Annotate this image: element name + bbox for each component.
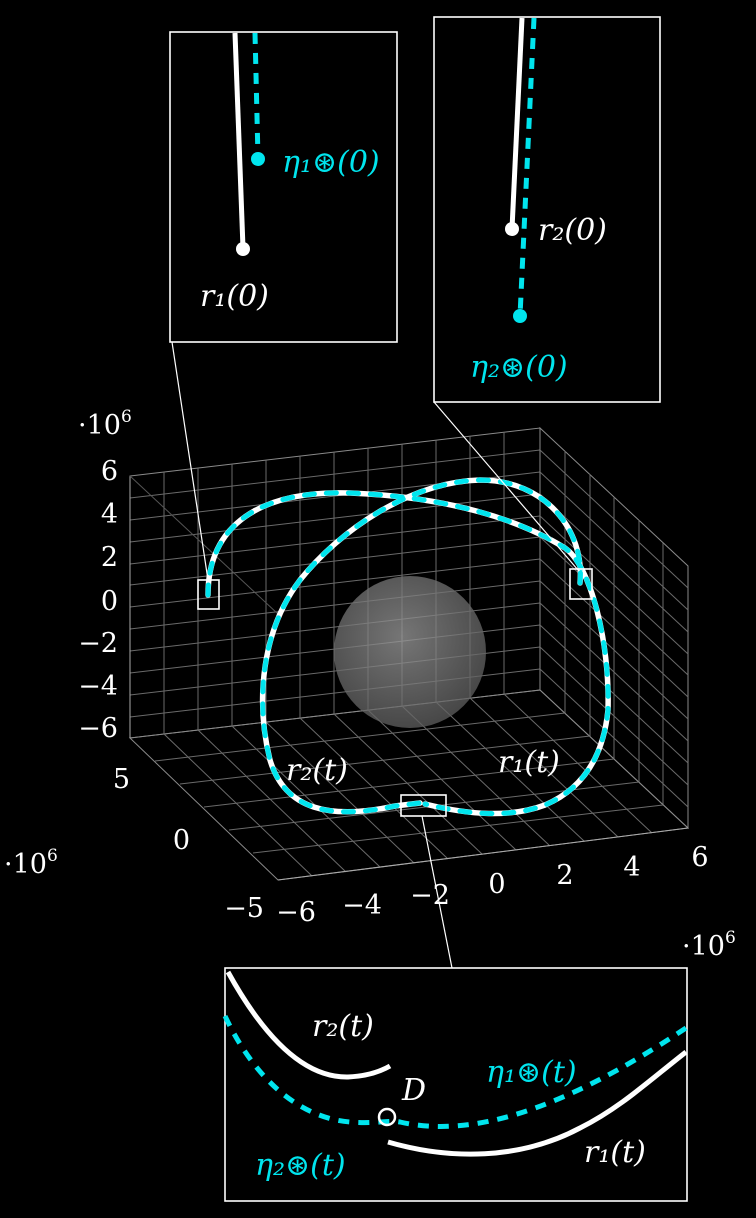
z-tick: 2 — [101, 542, 118, 573]
label-eta1-0: η₁⊛(0) — [282, 145, 380, 180]
y-tick: 0 — [173, 825, 190, 856]
central-body — [334, 576, 486, 728]
zoom-marker-crossing — [400, 794, 447, 817]
label-r1t-inset: r₁(t) — [584, 1135, 646, 1170]
point-eta1-0 — [251, 152, 265, 166]
point-eta2-0 — [513, 309, 527, 323]
label-D: D — [401, 1073, 426, 1108]
z-exponent: ·106 — [78, 407, 132, 441]
x-tick: −2 — [410, 880, 450, 911]
x-tick: 0 — [488, 869, 505, 900]
label-r2t-inset: r₂(t) — [312, 1009, 374, 1044]
y-exponent: ·106 — [4, 846, 58, 880]
y-tick: −5 — [224, 893, 264, 924]
label-r2t: r₂(t) — [286, 753, 348, 788]
inset-start-2: r₂(0) η₂⊛(0) — [433, 16, 661, 403]
x-tick: 2 — [556, 860, 573, 891]
x-tick: −6 — [276, 897, 316, 928]
y-tick: 5 — [113, 764, 130, 795]
inset-crossing: r₂(t) D η₁⊛(t) η₂⊛(t) r₁(t) — [222, 967, 688, 1202]
inset-start-1: η₁⊛(0) r₁(0) — [169, 31, 398, 343]
zoom-marker-start-1 — [197, 579, 220, 610]
z-tick: −4 — [78, 671, 118, 702]
crossing-point-D — [377, 1107, 397, 1127]
x-axis-ticks: −6 −4 −2 0 2 4 6 ·106 — [276, 842, 736, 962]
right-wall-grid — [539, 426, 689, 830]
x-exponent: ·106 — [682, 928, 736, 962]
reference-eta2 — [260, 477, 583, 815]
y-axis-ticks: 5 0 −5 ·106 — [4, 764, 264, 924]
label-r1-0: r₁(0) — [200, 279, 269, 314]
x-tick: 6 — [691, 842, 708, 873]
z-tick: 6 — [101, 456, 118, 487]
x-tick: −4 — [342, 890, 382, 921]
label-r2-0: r₂(0) — [538, 213, 607, 248]
reference-eta1 — [205, 490, 611, 816]
zoom-connectors — [171, 341, 579, 969]
z-tick: 4 — [101, 499, 118, 530]
point-r1-0 — [236, 242, 250, 256]
zoom-marker-start-2 — [569, 568, 593, 600]
label-r1t: r₁(t) — [498, 745, 560, 780]
z-tick: −2 — [78, 628, 118, 659]
orbit-curves — [205, 477, 611, 817]
label-eta2t: η₂⊛(t) — [255, 1148, 346, 1183]
point-r2-0 — [505, 222, 519, 236]
z-tick: 0 — [101, 586, 118, 617]
label-eta1t: η₁⊛(t) — [486, 1055, 577, 1090]
z-axis-ticks: ·106 6 4 2 0 −2 −4 −6 — [78, 407, 132, 744]
label-eta2-0: η₂⊛(0) — [470, 350, 568, 385]
z-tick: −6 — [78, 713, 118, 744]
x-tick: 4 — [623, 852, 640, 883]
